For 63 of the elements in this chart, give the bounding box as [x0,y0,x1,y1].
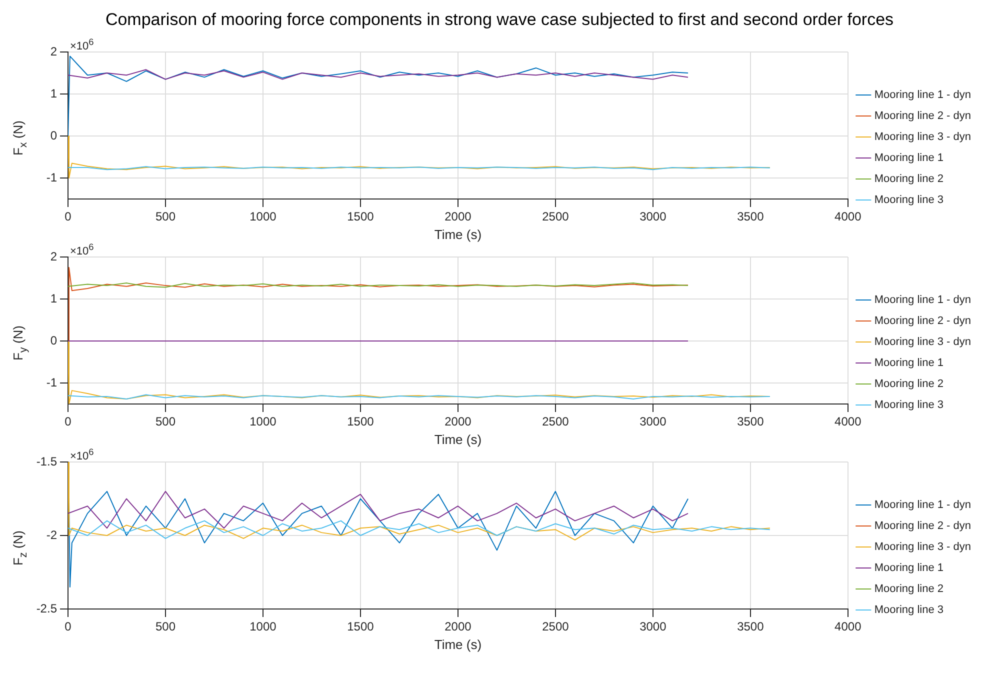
x-tick-label: 1000 [250,414,277,429]
x-tick-label: 500 [155,210,176,224]
x-tick-label: 3500 [737,210,764,224]
legend-label: Mooring line 1 [874,357,944,370]
chart-title: Comparison of mooring force components in strong wave case subjected to first and second order forces [104,9,895,31]
legend-label: Mooring line 2 - dyn [874,520,972,532]
legend-label: Mooring line 3 [874,194,944,206]
legend-label: Mooring line 1 - dyn [874,294,972,306]
legend-label: Mooring line 1 [874,562,944,574]
y-tick-label: -1 [46,375,58,390]
x-tick-label: 2000 [444,210,472,224]
legend-label: Mooring line 3 [874,604,944,616]
legend-label: Mooring line 3 - dyn [874,541,972,554]
x-tick-label: 2500 [542,210,570,224]
x-tick-label: 3000 [640,210,667,224]
y-tick-label: 2 [50,44,58,58]
y-tick-label: -1.5 [36,454,58,468]
x-tick-label: 500 [155,414,176,429]
x-tick-label: 2000 [444,620,472,634]
x-tick-label: 1000 [250,210,277,224]
x-tick-label: 1500 [347,620,374,634]
x-tick-label: 3500 [737,414,764,429]
x-tick-label: 1000 [250,620,277,634]
x-tick-label: 4000 [834,210,862,224]
y-tick-label: 1 [50,86,58,100]
x-tick-label: 1500 [347,414,374,429]
y-tick-label: 0 [50,128,58,142]
x-tick-label: 4000 [834,414,862,429]
x-axis-title: Time (s) [434,636,482,652]
y-tick-label: 1 [50,291,58,306]
annotation: ×10$^{6}$ [70,37,94,53]
x-axis-title: Time (s) [434,432,482,447]
x-tick-label: 3000 [640,414,667,429]
x-tick-label: 2500 [542,620,570,634]
y-tick-label: 2 [50,249,58,264]
x-tick-label: 2000 [444,414,472,429]
legend-label: Mooring line 2 [874,173,944,186]
legend-label: Mooring line 1 [874,152,944,164]
x-tick-label: 0 [64,620,72,634]
x-axis-title: Time (s) [434,226,482,242]
legend-label: Mooring line 2 [874,378,944,390]
legend-label: Mooring line 3 [874,399,944,412]
x-tick-label: 1500 [347,210,374,224]
x-tick-label: 0 [64,210,72,224]
x-tick-label: 0 [64,414,72,429]
annotation: ×10$^{6}$ [70,447,94,463]
y-tick-label: -2 [46,528,58,542]
x-tick-label: 4000 [834,620,862,634]
y-tick-label: -1 [46,170,58,184]
x-tick-label: 500 [155,620,176,634]
legend-label: Mooring line 3 - dyn [874,336,972,348]
legend-label: Mooring line 1 - dyn [874,89,972,102]
x-tick-label: 3500 [737,620,764,634]
legend-label: Mooring line 2 - dyn [874,110,972,122]
x-tick-label: 2500 [542,414,570,429]
legend-label: Mooring line 2 - dyn [874,315,972,328]
x-tick-label: 3000 [640,620,667,634]
annotation: ×10$^{6}$ [70,242,94,258]
y-tick-label: 0 [50,333,58,348]
legend-label: Mooring line 2 [874,583,944,596]
legend-label: Mooring line 1 - dyn [874,499,972,512]
y-tick-label: -2.5 [36,601,58,616]
legend-label: Mooring line 3 - dyn [874,131,972,144]
